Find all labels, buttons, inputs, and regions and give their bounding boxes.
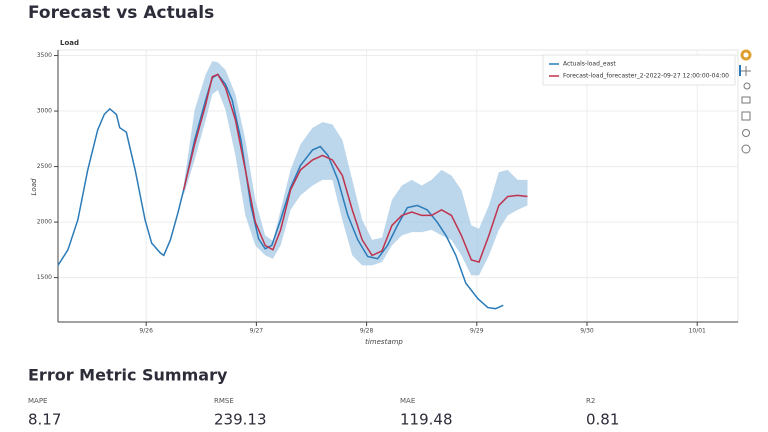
series-line [182, 73, 528, 263]
x-tick-label: 9/30 [580, 328, 594, 335]
series-line [57, 73, 504, 310]
metric-value: 8.17 [28, 411, 61, 429]
legend-box [542, 54, 736, 86]
metric-label: MAE [400, 397, 415, 405]
forecast-band [183, 61, 528, 276]
metrics: MAPE 8.17 RMSE 239.13 MAE 119.48 R2 0.81 [28, 397, 619, 429]
x-tick-label: 9/27 [250, 328, 264, 335]
y-tick-label: 3000 [37, 108, 52, 115]
x-tick-label: 10/01 [689, 328, 706, 335]
box-zoom-icon[interactable] [741, 96, 751, 104]
y-tick-label: 2000 [37, 219, 52, 226]
metric-value: 0.81 [586, 411, 619, 429]
metric-value: 239.13 [214, 411, 267, 429]
help-icon[interactable] [741, 144, 751, 154]
chart-title: Load [60, 39, 79, 47]
toolbar [739, 49, 752, 154]
x-tick-label: 9/29 [470, 328, 484, 335]
save-icon[interactable] [741, 111, 751, 121]
plot-frame [57, 49, 739, 323]
x-tick-label: 9/28 [360, 328, 374, 335]
y-axis-label: Load [30, 178, 38, 195]
metric-label: RMSE [214, 397, 234, 405]
legend-label: Actuals-load_east [563, 61, 616, 68]
plot: 1500 2000 2500 3000 3500 9/26 9/27 9/28 9/29 9/30… [37, 50, 738, 335]
y-tick-label: 3500 [37, 52, 52, 59]
reset-icon[interactable] [742, 129, 750, 137]
metric-label: R2 [586, 397, 595, 405]
pan-icon[interactable] [741, 66, 751, 76]
logo-icon[interactable] [740, 49, 752, 61]
y-tick-label: 2500 [37, 163, 52, 170]
x-axis-label: timestamp [365, 338, 403, 346]
legend-label: Forecast-load_forecaster_2-2022-09-27 12… [563, 73, 729, 80]
section-title: Error Metric Summary [28, 366, 228, 385]
y-tick-label: 1500 [37, 274, 52, 281]
page-title: Forecast vs Actuals [28, 3, 214, 23]
x-tick-label: 9/26 [139, 328, 153, 335]
metric-value: 119.48 [400, 411, 453, 429]
zoom-icon[interactable] [743, 82, 751, 90]
metric-label: MAPE [28, 397, 47, 405]
